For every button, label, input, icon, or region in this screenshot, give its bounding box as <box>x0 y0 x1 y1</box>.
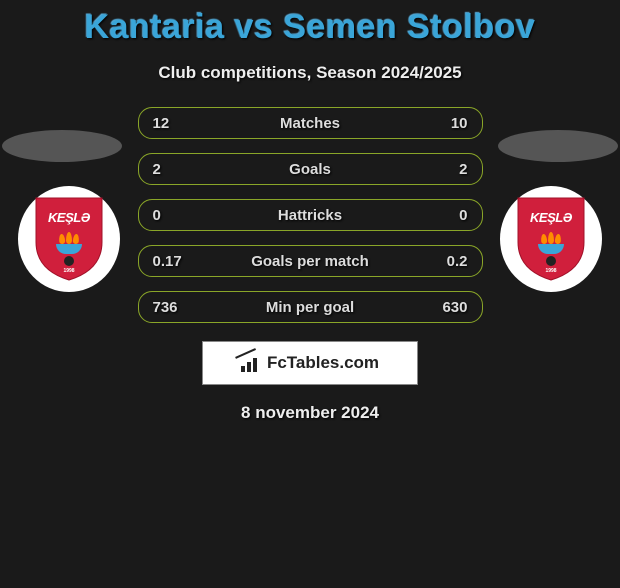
stat-row: 12 Matches 10 <box>138 107 483 139</box>
player-avatar-right <box>498 130 618 162</box>
stat-right-value: 10 <box>428 115 468 132</box>
stat-label: Goals <box>193 161 428 178</box>
stat-row: 736 Min per goal 630 <box>138 291 483 323</box>
date-label: 8 november 2024 <box>0 403 620 423</box>
stat-right-value: 0 <box>428 207 468 224</box>
stat-label: Hattricks <box>193 207 428 224</box>
subtitle: Club competitions, Season 2024/2025 <box>0 63 620 83</box>
shield-icon: KEŞLƏ 1998 <box>32 196 106 282</box>
stat-left-value: 2 <box>153 161 193 178</box>
club-name: KEŞLƏ <box>32 210 106 225</box>
page-title: Kantaria vs Semen Stolbov <box>0 8 620 47</box>
stat-right-value: 2 <box>428 161 468 178</box>
stat-row: 2 Goals 2 <box>138 153 483 185</box>
player-avatar-left <box>2 130 122 162</box>
stat-row: 0 Hattricks 0 <box>138 199 483 231</box>
stat-row: 0.17 Goals per match 0.2 <box>138 245 483 277</box>
club-year: 1998 <box>514 268 588 274</box>
club-badge-left: KEŞLƏ 1998 <box>18 186 120 292</box>
stat-right-value: 0.2 <box>428 253 468 270</box>
stat-label: Min per goal <box>193 299 428 316</box>
chart-icon <box>241 354 261 372</box>
stat-label: Goals per match <box>193 253 428 270</box>
stat-left-value: 0.17 <box>153 253 193 270</box>
source-box[interactable]: FcTables.com <box>202 341 418 385</box>
stat-left-value: 0 <box>153 207 193 224</box>
stats-table: 12 Matches 10 2 Goals 2 0 Hattricks 0 0.… <box>138 107 483 323</box>
stat-left-value: 736 <box>153 299 193 316</box>
stat-label: Matches <box>193 115 428 132</box>
stat-right-value: 630 <box>428 299 468 316</box>
shield-icon: KEŞLƏ 1998 <box>514 196 588 282</box>
club-year: 1998 <box>32 268 106 274</box>
club-name: KEŞLƏ <box>514 210 588 225</box>
stat-left-value: 12 <box>153 115 193 132</box>
club-badge-right: KEŞLƏ 1998 <box>500 186 602 292</box>
source-label: FcTables.com <box>267 353 379 373</box>
